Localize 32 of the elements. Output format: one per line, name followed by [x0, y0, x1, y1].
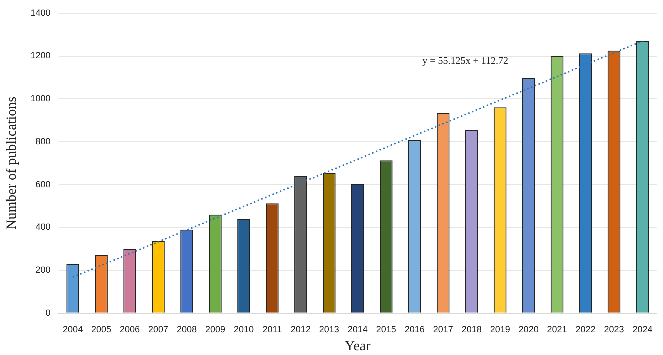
x-tick-label: 2004 — [63, 324, 84, 334]
x-tick-label: 2011 — [262, 324, 282, 334]
y-tick-label: 0 — [46, 308, 51, 318]
x-tick-label: 2010 — [234, 324, 254, 334]
x-tick-label: 2006 — [120, 324, 140, 334]
x-tick-label: 2020 — [518, 324, 539, 334]
y-tick-label: 1000 — [30, 94, 51, 104]
y-tick-label: 1200 — [30, 50, 51, 61]
y-tick-label: 800 — [36, 136, 51, 146]
x-tick-label: 2005 — [92, 324, 112, 334]
x-tick-label: 2009 — [205, 324, 226, 334]
x-tick-label: 2018 — [462, 324, 482, 334]
x-tick-label: 2013 — [319, 324, 340, 334]
x-tick-label: 2019 — [490, 324, 510, 334]
x-tick-label: 2024 — [632, 324, 653, 334]
annotation: y = 55.125x + 112.72 — [422, 56, 509, 68]
x-tick-label: 2008 — [176, 324, 198, 334]
x-tick-label: 2014 — [348, 324, 368, 334]
x-tick-label: 2022 — [576, 324, 596, 334]
y-tick-label: 1400 — [30, 8, 51, 18]
x-tick-label: 2015 — [376, 324, 396, 334]
x-tick-label: 2023 — [604, 324, 624, 334]
x-tick-label: 2007 — [148, 324, 169, 334]
x-tick-label: 2021 — [547, 324, 568, 334]
y-tick-label: 200 — [36, 265, 51, 276]
x-tick-label: 2017 — [433, 324, 454, 334]
x-tick-label: 2012 — [290, 324, 311, 334]
x-axis-title: Year — [345, 339, 372, 354]
x-tick-label: 2016 — [404, 324, 425, 334]
y-tick-label: 400 — [36, 222, 51, 232]
y-tick-label: 600 — [36, 179, 51, 190]
y-axis-title: Number of publications — [5, 96, 20, 230]
